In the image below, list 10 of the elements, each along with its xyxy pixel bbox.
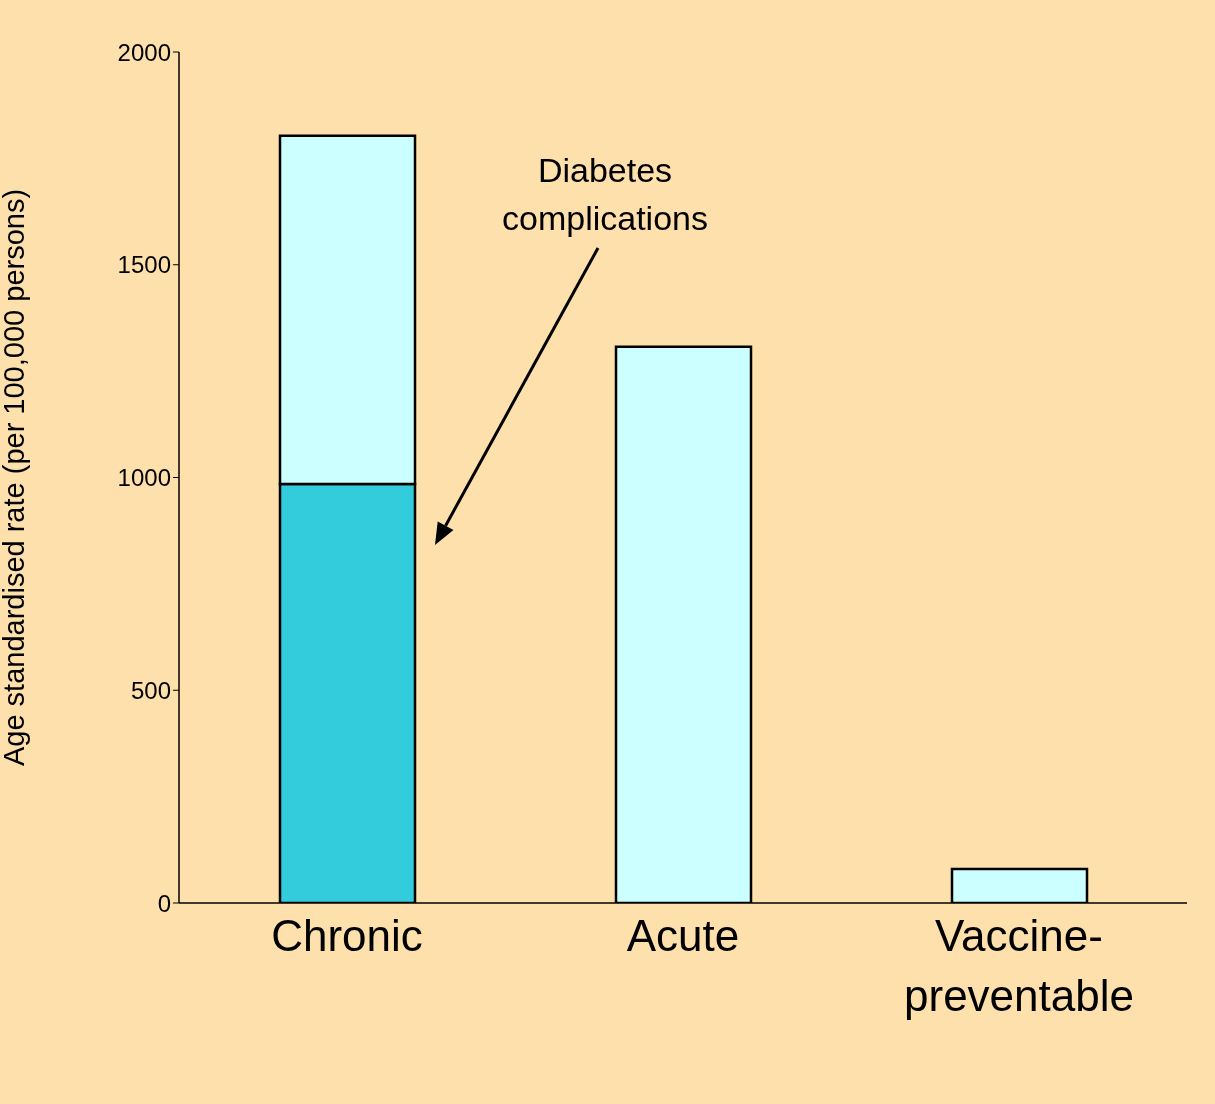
- y-tick-label: 500: [130, 676, 171, 704]
- y-axis-title: Age standardised rate (per 100,000 persons): [0, 188, 31, 767]
- y-tick-label: 0: [157, 889, 171, 917]
- x-tick-label: Acute: [626, 911, 740, 960]
- y-tick-label: 2000: [117, 38, 171, 66]
- y-tick-label: 1000: [117, 464, 171, 492]
- x-tick-label: Chronic: [271, 911, 423, 960]
- y-tick-label: 1500: [117, 251, 171, 279]
- x-tick-label: Vaccine-preventable: [904, 911, 1134, 1020]
- annotation: Diabetes complications: [502, 151, 708, 237]
